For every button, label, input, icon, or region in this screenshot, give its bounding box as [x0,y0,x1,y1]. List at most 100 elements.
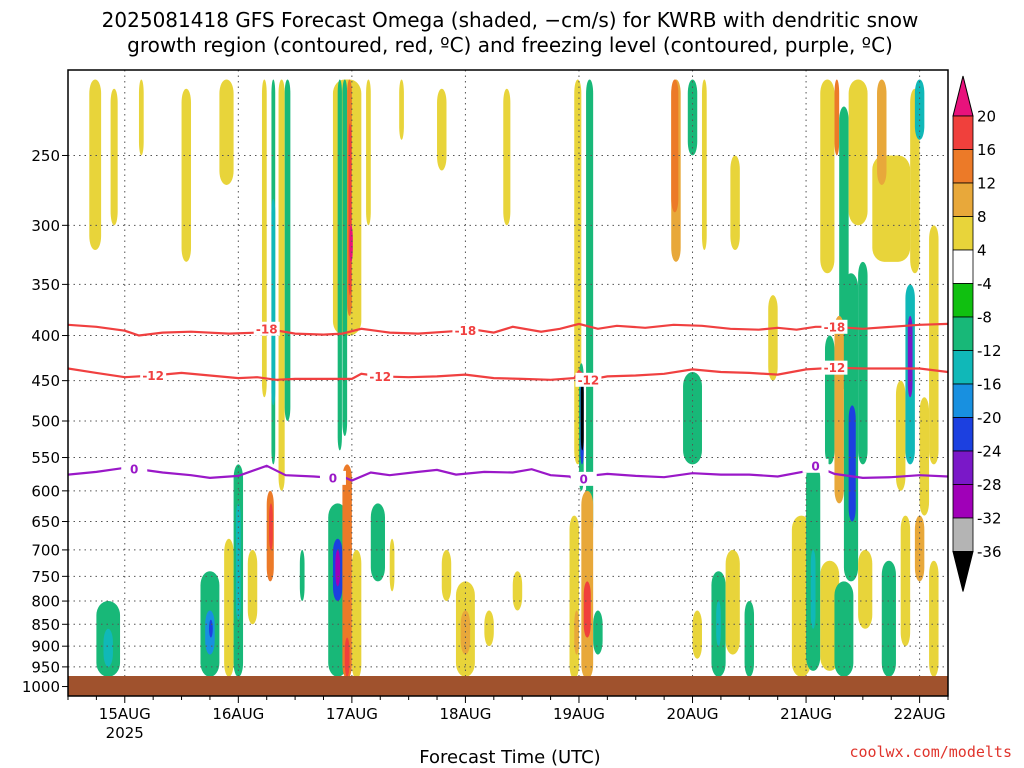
omega-cell-92 [900,515,911,647]
omega-cell-44 [848,405,856,522]
omega-cell-2 [138,79,144,156]
omega-cell-23 [580,380,584,451]
chart-title-line-2: growth region (contoured, red, ºC) and f… [127,33,893,57]
freezing-level-contour-label-bg-1 [319,470,346,485]
omega-cell-54 [208,619,213,638]
y-tick-label-350: 350 [31,276,60,294]
colorbar-label-8: -16 [977,376,1002,394]
dgz-contour-1-label-bg-0 [140,368,167,383]
omega-cell-61 [299,549,305,602]
omega-shading [89,79,939,679]
x-tick-label-19AUG: 19AUG [553,705,605,723]
x-tick-sublabel-15AUG: 2025 [106,724,144,742]
colorbar-bottom-arrow [952,551,974,592]
dgz-contour-1-label-0: -12 [142,369,164,383]
omega-cell-9 [284,79,291,422]
omega-cell-46 [895,380,906,491]
y-tick-label-950: 950 [31,658,60,676]
omega-cell-58 [247,549,258,625]
y-tick-label-250: 250 [31,147,60,165]
colorbar-cell-7 [952,350,974,385]
colorbar-cell-3 [952,216,974,251]
dgz-contour-1-label-3: -12 [824,361,846,375]
credit-text: coolwx.com/modelts [849,743,1012,761]
dgz-contour-1-label-bg-3 [821,360,848,375]
omega-cell-4 [219,79,234,185]
y-tick-label-550: 550 [31,449,60,467]
omega-cell-82 [716,601,721,647]
colorbar-cell-5 [952,283,974,318]
colorbar-label-10: -24 [977,443,1002,461]
omega-cell-64 [335,549,341,587]
omega-cell-89 [834,581,854,677]
plot-area: -18 -18 -18 -12 -12 -12 -12 0 0 0 0 [68,70,948,696]
omega-cell-79 [593,610,603,655]
contour-lines: -18 -18 -18 -12 -12 -12 -12 0 0 0 0 [68,319,948,486]
dgz-contour-1-label-1: -12 [369,370,391,384]
omega-cell-11 [337,79,342,451]
omega-cell-37 [877,79,887,185]
x-tick-label-22AUG: 22AUG [894,705,946,723]
omega-cell-84 [744,601,755,677]
y-tick-label-800: 800 [31,593,60,611]
colorbar-cell-6 [952,316,974,351]
colorbar-label-7: -12 [977,342,1002,360]
x-tick-label-17AUG: 17AUG [326,705,378,723]
omega-cell-70 [441,549,452,602]
omega-cell-74 [512,571,523,611]
colorbar: 20 16 12 8 4 -4 -8 -12 -16 -20 -24 -28 -32 -36 [952,75,1002,592]
omega-cell-80 [692,610,702,659]
x-tick-label-20AUG: 20AUG [667,705,719,723]
omega-cell-35 [848,79,868,226]
colorbar-cell-8 [952,383,974,418]
omega-cell-45 [858,261,868,465]
omega-cell-83 [725,549,740,655]
omega-cell-41 [824,335,835,465]
omega-cell-93 [914,515,925,582]
x-axis-title: Forecast Time (UTC) [419,747,600,768]
colorbar-label-9: -20 [977,409,1002,427]
colorbar-top-arrow [952,75,974,117]
colorbar-cell-11 [952,484,974,519]
y-tick-label-450: 450 [31,372,60,390]
omega-cell-32 [820,79,835,274]
colorbar-label-5: -4 [977,275,992,293]
omega-cell-5 [261,79,267,398]
omega-cell-16 [366,79,371,226]
dgz-contour-0-label-0: -18 [256,322,278,336]
omega-cell-31 [768,295,778,381]
dgz-contour-0-label-bg-2 [821,319,848,334]
omega-cell-17 [399,79,404,140]
colorbar-cell-4 [952,249,974,284]
dgz-contour-0-label-2: -18 [824,320,846,334]
freezing-level-contour-label-2: 0 [580,472,588,486]
colorbar-label-2: 12 [977,175,996,193]
omega-cell-3 [181,88,192,262]
omega-cell-60 [269,503,273,550]
colorbar-label-13: -36 [977,543,1002,561]
omega-cell-29 [701,79,707,251]
omega-cell-49 [919,397,930,516]
omega-cell-90 [858,549,873,629]
dgz-contour-1-label-bg-1 [367,369,394,384]
colorbar-cell-12 [952,517,974,552]
plot-frame [67,69,949,697]
omega-cell-19 [503,88,511,226]
dgz-contour-1-line [68,366,948,381]
omega-cell-26 [671,79,679,213]
freezing-level-contour-label-3: 0 [811,459,819,473]
omega-cell-0 [89,79,102,251]
y-tick-label-700: 700 [31,541,60,559]
freezing-level-contour-label-0: 0 [130,462,138,476]
y-tick-label-1000: 1000 [22,678,60,696]
omega-cell-67 [351,549,362,679]
dgz-contour-0-label-bg-1 [452,323,479,338]
omega-cell-73 [484,610,494,647]
omega-cell-65 [342,464,352,679]
colorbar-cell-10 [952,450,974,485]
omega-cell-28 [683,372,702,465]
x-tick-label-16AUG: 16AUG [212,705,264,723]
grid-lines [68,70,948,696]
